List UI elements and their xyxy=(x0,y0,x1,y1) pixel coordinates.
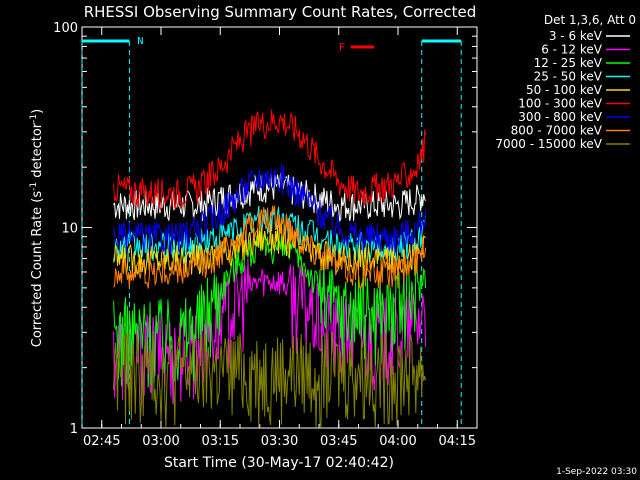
legend-entry: 12 - 25 keV xyxy=(534,56,603,70)
legend-title: Det 1,3,6, Att 0 xyxy=(544,13,636,27)
legend-entry: 25 - 50 keV xyxy=(534,70,603,84)
series-line xyxy=(113,232,427,389)
x-tick-label: 02:45 xyxy=(83,434,120,449)
y-axis-label-part: detector xyxy=(30,122,45,182)
night-flag-label: N xyxy=(137,36,143,47)
y-axis-label-text: Corrected Count Rate (s-1 detector-1) xyxy=(29,109,45,347)
y-tick-label: 10 xyxy=(61,222,78,237)
series-line xyxy=(113,163,427,255)
axis-ticks: 02:45 03:00 03:15 03:30 03:45 04:00 04:15 1 10 10… xyxy=(53,21,478,449)
y-axis-label-part: ) xyxy=(30,109,45,114)
y-axis-label-sup: -1 xyxy=(29,182,39,191)
legend-entry: 6 - 12 keV xyxy=(541,43,603,57)
x-tick-label: 03:45 xyxy=(320,434,357,449)
series-group xyxy=(113,109,427,428)
footer-date: 1-Sep-2022 03:30 xyxy=(556,467,637,477)
x-axis-label: Start Time (30-May-17 02:40:42) xyxy=(164,455,394,471)
x-tick-label: 03:30 xyxy=(261,434,298,449)
legend-entry: 800 - 7000 keV xyxy=(511,124,603,138)
y-axis-label-part: Corrected Count Rate (s xyxy=(30,191,45,348)
y-axis-label: Corrected Count Rate (s-1 detector-1) xyxy=(29,109,45,347)
chart-title: RHESSI Observing Summary Count Rates, Co… xyxy=(84,3,477,21)
legend-entry: 7000 - 15000 keV xyxy=(495,137,602,151)
flare-flag-label: F xyxy=(339,41,346,54)
x-tick-label: 04:00 xyxy=(379,434,416,449)
legend-entry: 3 - 6 keV xyxy=(549,29,603,43)
series-line xyxy=(113,205,427,292)
legend-entry: 100 - 300 keV xyxy=(518,97,602,111)
series-line xyxy=(113,109,427,210)
legend-entry: 300 - 800 keV xyxy=(518,110,602,124)
x-tick-label: 03:15 xyxy=(202,434,239,449)
x-tick-label: 04:15 xyxy=(439,434,476,449)
x-tick-label: 03:00 xyxy=(142,434,179,449)
y-axis-label-sup: -1 xyxy=(29,114,39,123)
y-tick-label: 100 xyxy=(53,21,78,36)
series-line xyxy=(113,173,427,223)
y-tick-label: 1 xyxy=(70,422,78,437)
series-line xyxy=(113,332,427,428)
legend-entry: 50 - 100 keV xyxy=(526,83,603,97)
